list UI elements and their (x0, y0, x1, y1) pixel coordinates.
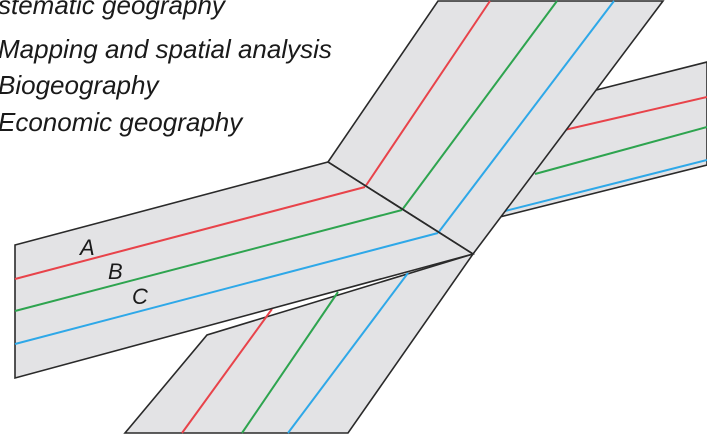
lower-slab (123, 252, 475, 434)
right-band-stripe-c (504, 159, 707, 212)
left-band (14, 161, 475, 380)
slab-stripe-c (437, 0, 615, 234)
heading-text: stematic geography (0, 0, 227, 20)
vertical-slab (326, 0, 665, 256)
item-mapping: Mapping and spatial analysis (0, 34, 332, 64)
item-economic: Economic geography (0, 107, 244, 137)
band-label-b: B (108, 259, 123, 284)
band-label-c: C (132, 284, 148, 309)
slab-stripe-a (364, 0, 491, 188)
lower-stripe-b (241, 291, 339, 434)
lower-stripe-a (181, 308, 273, 434)
slab-stripe-b (401, 0, 558, 211)
band-label-a: A (78, 235, 95, 260)
left-stripe-b (14, 209, 403, 312)
fold-line (327, 161, 474, 255)
left-stripe-a (14, 186, 366, 280)
lower-stripe-c (287, 272, 409, 434)
item-biogeography: Biogeography (0, 70, 160, 100)
right-band-stripe-a (559, 96, 707, 132)
right-band-stripe-b (534, 126, 707, 175)
left-stripe-c (14, 232, 439, 345)
